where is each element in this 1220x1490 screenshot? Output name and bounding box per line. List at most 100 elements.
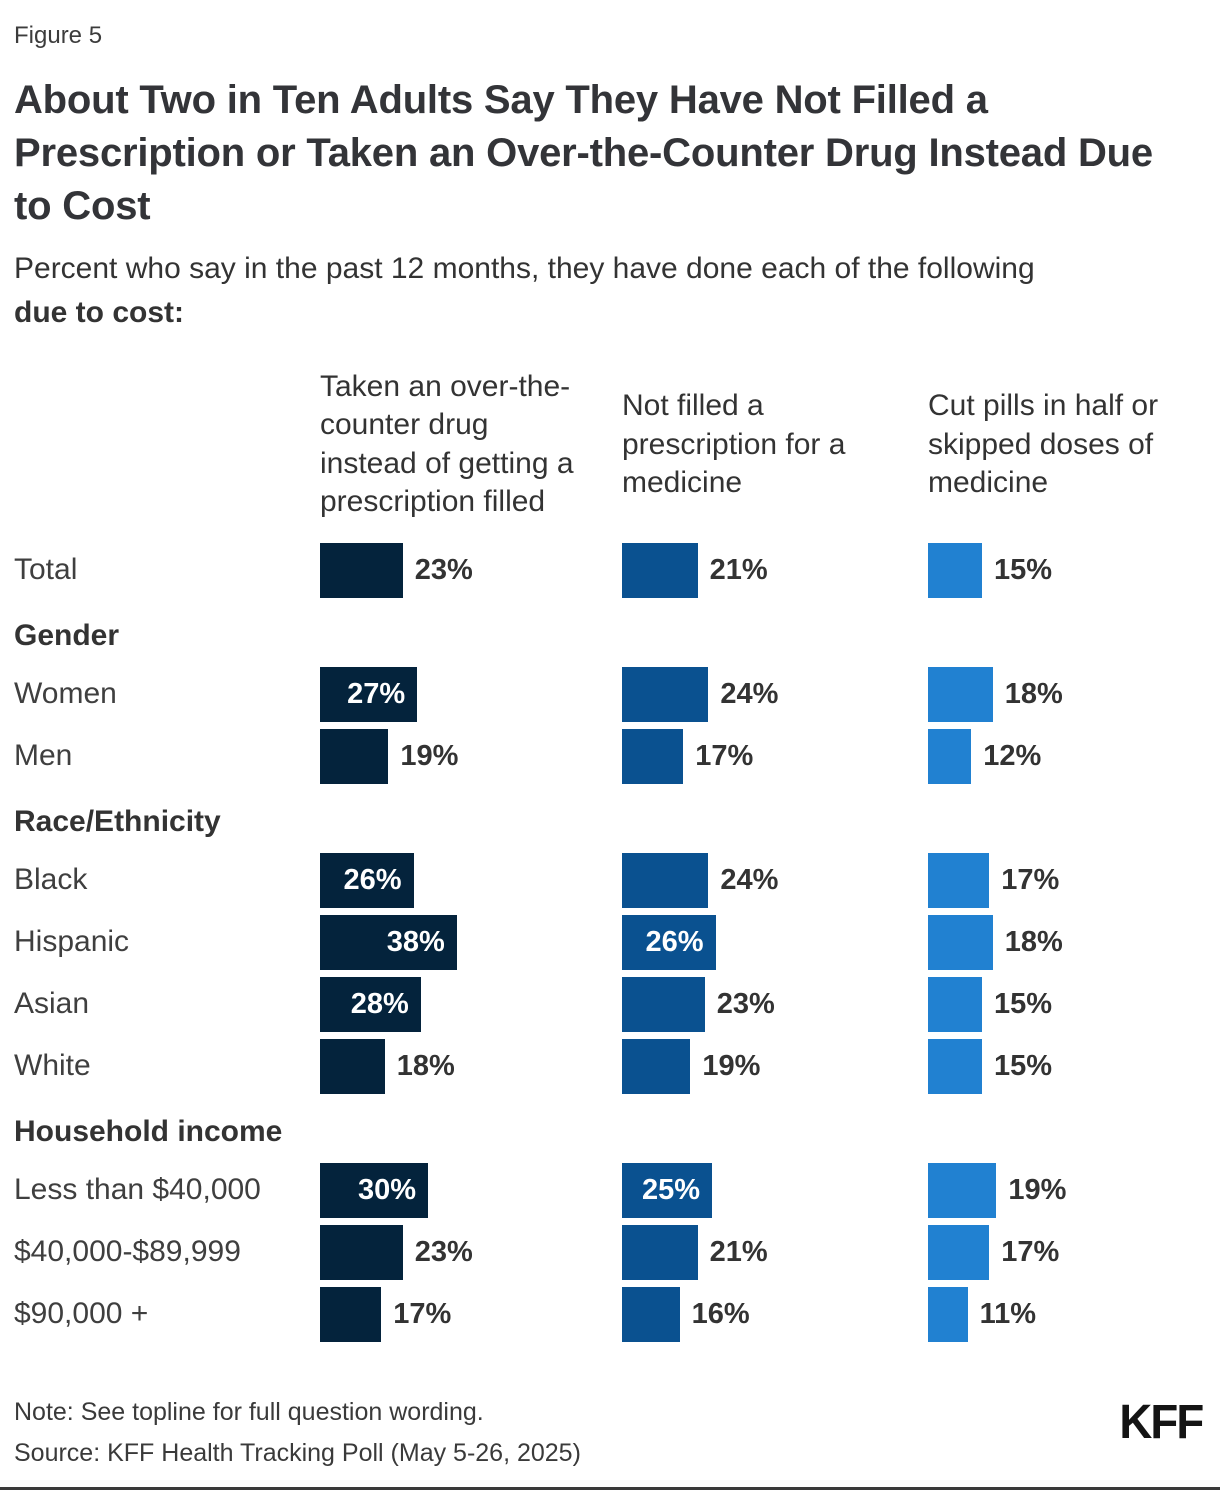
- bar: [622, 728, 684, 784]
- bar-value-label: 15%: [994, 1049, 1053, 1082]
- bar-cell: 21%: [622, 542, 928, 598]
- bar: [622, 1286, 680, 1342]
- bar: [622, 852, 709, 908]
- bar-value-label: 18%: [1004, 925, 1063, 958]
- bar-cell: 25%: [622, 1162, 928, 1218]
- chart-rows: Total 23% 21% 15% Gender Women 27% 24% 18% Men 19%…: [14, 542, 1206, 1342]
- bar: 26%: [622, 914, 716, 970]
- bar: 27%: [320, 666, 418, 722]
- subtitle-line1: Percent who say in the past 12 months, t…: [14, 252, 1035, 286]
- bar-value-label: 24%: [720, 677, 779, 710]
- bar: [928, 852, 990, 908]
- subtitle-bold: due to cost:: [14, 295, 184, 329]
- bar-value-label: 38%: [386, 925, 445, 958]
- bar: 28%: [320, 976, 421, 1032]
- row-label: Asian: [14, 987, 90, 1021]
- chart-row: Less than $40,000 30% 25% 19%: [14, 1162, 1206, 1218]
- bar-value-label: 23%: [716, 987, 775, 1020]
- bar-cell: 16%: [622, 1286, 928, 1342]
- bar-value-label: 19%: [1008, 1173, 1067, 1206]
- bar-cell: 17%: [928, 852, 1206, 908]
- bar-cell: 11%: [928, 1286, 1206, 1342]
- bar-value-label: 23%: [414, 1235, 473, 1268]
- bar-value-label: 26%: [645, 925, 704, 958]
- bar-cell: 30%: [320, 1162, 622, 1218]
- page-title: About Two in Ten Adults Say They Have No…: [14, 78, 1153, 228]
- bar-cell: 19%: [928, 1162, 1206, 1218]
- bar-cell: 15%: [928, 976, 1206, 1032]
- bar-cell: 12%: [928, 728, 1206, 784]
- column-header-cut-pills: Cut pills in half or skipped doses of me…: [928, 389, 1159, 499]
- bar: [928, 1286, 968, 1342]
- bar: [622, 1224, 698, 1280]
- bar-value-label: 19%: [400, 739, 459, 772]
- row-label: Total: [14, 553, 78, 587]
- bar: [928, 728, 972, 784]
- row-label: White: [14, 1049, 91, 1083]
- bar-cell: 38%: [320, 914, 622, 970]
- chart-row: Black 26% 24% 17%: [14, 852, 1206, 908]
- chart-row: $90,000 + 17% 16% 11%: [14, 1286, 1206, 1342]
- chart-row: Women 27% 24% 18%: [14, 666, 1206, 722]
- bar-cell: 17%: [928, 1224, 1206, 1280]
- bar-value-label: 15%: [994, 987, 1053, 1020]
- bar-cell: 27%: [320, 666, 622, 722]
- bar-cell: 23%: [320, 542, 622, 598]
- bar: [320, 1286, 382, 1342]
- bar-cell: 24%: [622, 852, 928, 908]
- bar-cell: 18%: [320, 1038, 622, 1094]
- bar-cell: 21%: [622, 1224, 928, 1280]
- bar-cell: 28%: [320, 976, 622, 1032]
- chart-row: Men 19% 17% 12%: [14, 728, 1206, 784]
- bar-value-label: 21%: [709, 553, 768, 586]
- bar-value-label: 26%: [343, 863, 402, 896]
- bar: [928, 1224, 990, 1280]
- bar-value-label: 11%: [979, 1297, 1037, 1330]
- bar-value-label: 24%: [720, 863, 779, 896]
- bar-cell: 17%: [622, 728, 928, 784]
- bar-value-label: 17%: [1001, 863, 1060, 896]
- chart-row: White 18% 19% 15%: [14, 1038, 1206, 1094]
- row-label: $90,000 +: [14, 1297, 149, 1331]
- bar-cell: 26%: [320, 852, 622, 908]
- group-header-race-ethnicity: Race/Ethnicity: [14, 804, 221, 838]
- bar-value-label: 17%: [695, 739, 754, 772]
- bar-value-label: 27%: [347, 677, 406, 710]
- column-header-otc: Taken an over-the- counter drug instead …: [320, 370, 574, 518]
- bar-value-label: 23%: [414, 553, 473, 586]
- bar-value-label: 17%: [393, 1297, 452, 1330]
- bar: [320, 1224, 403, 1280]
- bar: [622, 1038, 691, 1094]
- bar: 38%: [320, 914, 457, 970]
- bar: [622, 666, 709, 722]
- bar-value-label: 28%: [350, 987, 409, 1020]
- bar-value-label: 18%: [1004, 677, 1063, 710]
- bar: [622, 542, 698, 598]
- bar-cell: 19%: [320, 728, 622, 784]
- bar-value-label: 21%: [709, 1235, 768, 1268]
- bar: [320, 542, 403, 598]
- bar-cell: 18%: [928, 914, 1206, 970]
- chart-row: Total 23% 21% 15%: [14, 542, 1206, 598]
- bar-chart: Taken an over-the- counter drug instead …: [14, 368, 1206, 1342]
- row-label: $40,000-$89,999: [14, 1235, 241, 1269]
- bar-value-label: 30%: [357, 1173, 416, 1206]
- bar: [320, 728, 389, 784]
- bar: 30%: [320, 1162, 428, 1218]
- footer: Note: See topline for full question word…: [14, 1392, 1206, 1473]
- bar: 25%: [622, 1162, 712, 1218]
- bar-cell: 15%: [928, 1038, 1206, 1094]
- group-header-gender: Gender: [14, 618, 120, 652]
- bar-value-label: 19%: [702, 1049, 761, 1082]
- bar-cell: 23%: [622, 976, 928, 1032]
- column-header-not-filled: Not filled a prescription for a medicine: [622, 389, 846, 499]
- column-header-row: Taken an over-the- counter drug instead …: [14, 368, 1206, 520]
- bar-value-label: 12%: [983, 739, 1042, 772]
- bar-cell: 26%: [622, 914, 928, 970]
- bar-value-label: 25%: [641, 1173, 700, 1206]
- bar-value-label: 17%: [1001, 1235, 1060, 1268]
- row-label: Black: [14, 863, 88, 897]
- bar-cell: 19%: [622, 1038, 928, 1094]
- row-label: Hispanic: [14, 925, 130, 959]
- bar: 26%: [320, 852, 414, 908]
